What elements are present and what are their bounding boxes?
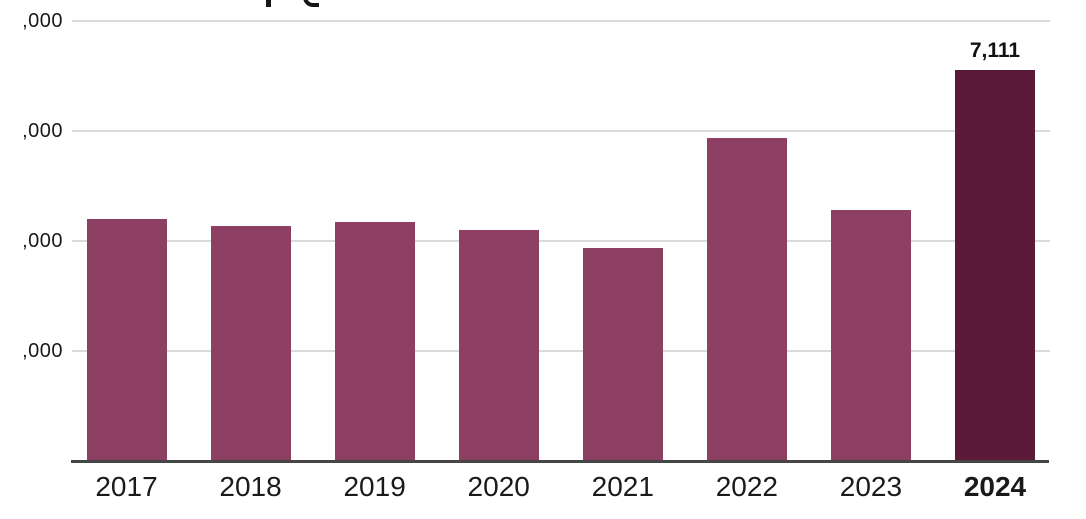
x-axis-label-2022: 2022 bbox=[715, 471, 778, 498]
gridline bbox=[72, 20, 1050, 22]
bar-2023 bbox=[830, 210, 911, 461]
bar-2024 bbox=[954, 70, 1035, 461]
x-axis-label-2019: 2019 bbox=[343, 471, 406, 498]
x-axis-label-2017: 2017 bbox=[95, 471, 158, 498]
bar-2020 bbox=[458, 230, 539, 461]
cropped-title-descender-icon bbox=[266, 0, 271, 7]
y-axis-tick-label: ,000 bbox=[22, 10, 63, 32]
bar-2019 bbox=[334, 222, 415, 461]
x-axis-label-2020: 2020 bbox=[467, 471, 530, 498]
bar-2021 bbox=[582, 248, 663, 461]
x-axis-label-2018: 2018 bbox=[219, 471, 282, 498]
y-axis-tick-label: ,000 bbox=[22, 340, 63, 362]
x-axis-label-2024: 2024 bbox=[963, 471, 1027, 498]
y-axis-tick-label: ,000 bbox=[22, 120, 63, 142]
bar-2022 bbox=[706, 138, 787, 461]
bar-2018 bbox=[210, 226, 291, 461]
x-axis-label-2021: 2021 bbox=[591, 471, 654, 498]
x-axis-line bbox=[71, 460, 1049, 463]
gridline bbox=[72, 350, 1050, 352]
gridline bbox=[72, 240, 1050, 242]
bar-value-label: 7,111 bbox=[969, 39, 1021, 62]
cropped-title-descender-icon bbox=[303, 0, 319, 7]
bar-2017 bbox=[86, 219, 167, 461]
y-axis-tick-label: ,000 bbox=[22, 230, 63, 252]
gridline bbox=[72, 130, 1050, 132]
x-axis-label-2023: 2023 bbox=[839, 471, 903, 498]
